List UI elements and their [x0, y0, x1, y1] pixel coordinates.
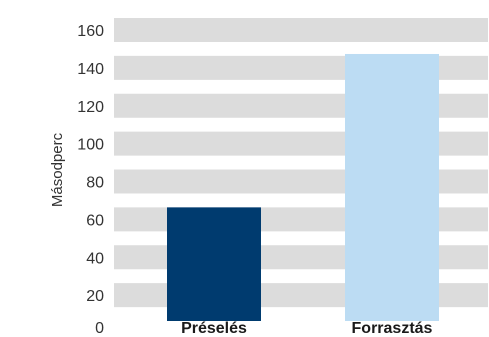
grid-band-160 [114, 18, 488, 42]
y-tick-label: 0 [95, 320, 104, 337]
y-tick-label: 100 [77, 137, 104, 154]
x-category-label: Forrasztás [352, 320, 433, 337]
y-axis-label: Másodperc [49, 132, 66, 207]
x-axis-categories: Préselés Forrasztás [181, 320, 432, 337]
x-category-label: Préselés [181, 320, 247, 337]
y-tick-label: 140 [77, 61, 104, 78]
y-tick-label: 40 [86, 250, 104, 267]
y-tick-label: 120 [77, 99, 104, 116]
y-tick-label: 60 [86, 212, 104, 229]
y-tick-label: 80 [86, 175, 104, 192]
bars [167, 53, 439, 321]
y-tick-label: 160 [77, 23, 104, 40]
y-axis-ticks: 0 20 40 60 80 100 120 140 160 [77, 23, 104, 337]
bar-2 [345, 53, 439, 321]
bar-1 [167, 207, 261, 321]
y-tick-label: 20 [86, 288, 104, 305]
